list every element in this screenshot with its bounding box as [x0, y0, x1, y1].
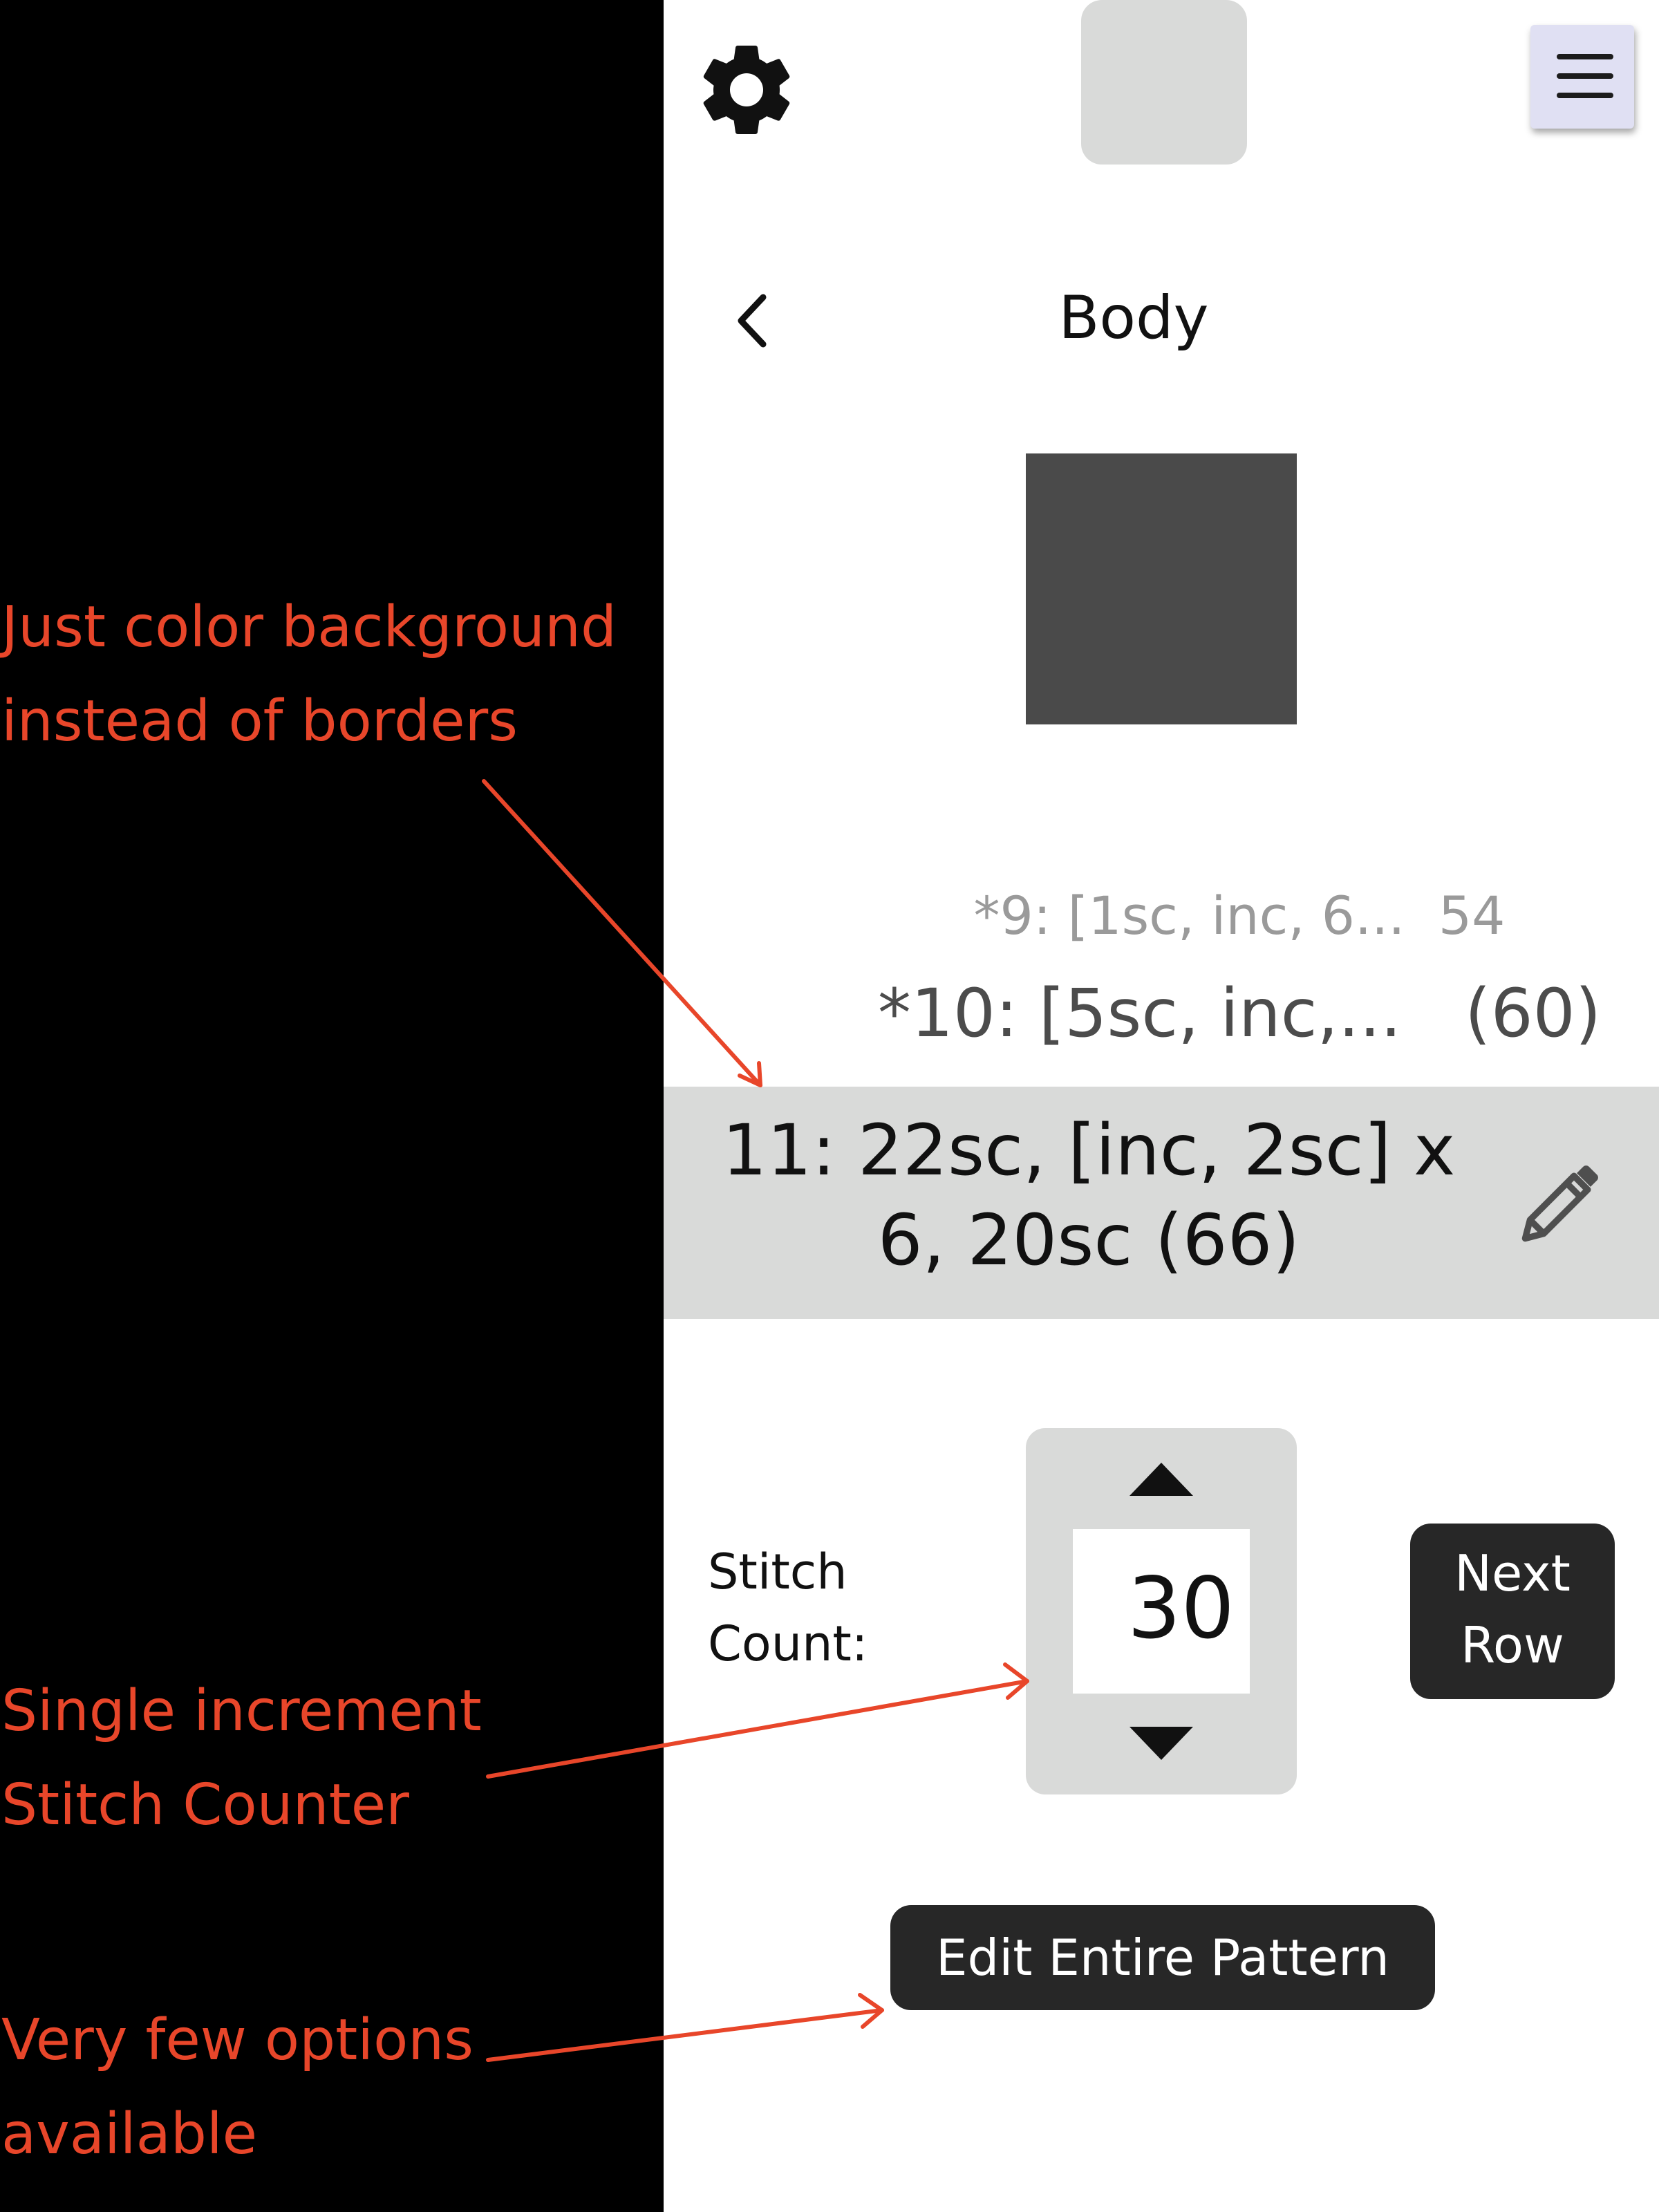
edit-entire-pattern-button[interactable]: Edit Entire Pattern [890, 1905, 1435, 2010]
next-row-button[interactable]: Next Row [1410, 1524, 1615, 1699]
triangle-up-icon[interactable] [1127, 1460, 1196, 1499]
menu-button[interactable] [1530, 25, 1634, 129]
gear-icon[interactable] [691, 35, 802, 145]
previous-row-2[interactable]: *9: [1sc, inc, 6... 54 [973, 885, 1506, 946]
stitch-count-value[interactable]: 30 [1073, 1529, 1250, 1694]
logo-placeholder [1081, 0, 1247, 165]
stitch-count-label: Stitch Count: [708, 1544, 868, 1672]
current-row-line-2: 6, 20sc (66) [877, 1199, 1300, 1282]
app-screen: Body *9: [1sc, inc, 6... 54 *10: [5sc, i… [664, 0, 1659, 2212]
annotation-options: Very few options available [1, 2007, 474, 2167]
triangle-down-icon[interactable] [1127, 1724, 1196, 1763]
page-title: Body [1058, 283, 1209, 353]
current-row-line-1: 11: 22sc, [inc, 2sc] x [722, 1109, 1456, 1192]
annotation-stitch-counter: Single increment Stitch Counter [1, 1678, 482, 1838]
pattern-image [1026, 453, 1297, 724]
current-row[interactable]: 11: 22sc, [inc, 2sc] x 6, 20sc (66) [664, 1087, 1659, 1319]
hamburger-icon [1557, 54, 1613, 59]
chevron-left-icon[interactable] [730, 293, 778, 348]
pencil-icon[interactable] [1511, 1156, 1608, 1253]
previous-row-1[interactable]: *10: [5sc, inc,... (60) [877, 975, 1602, 1052]
annotation-background: Just color background instead of borders [1, 594, 617, 754]
